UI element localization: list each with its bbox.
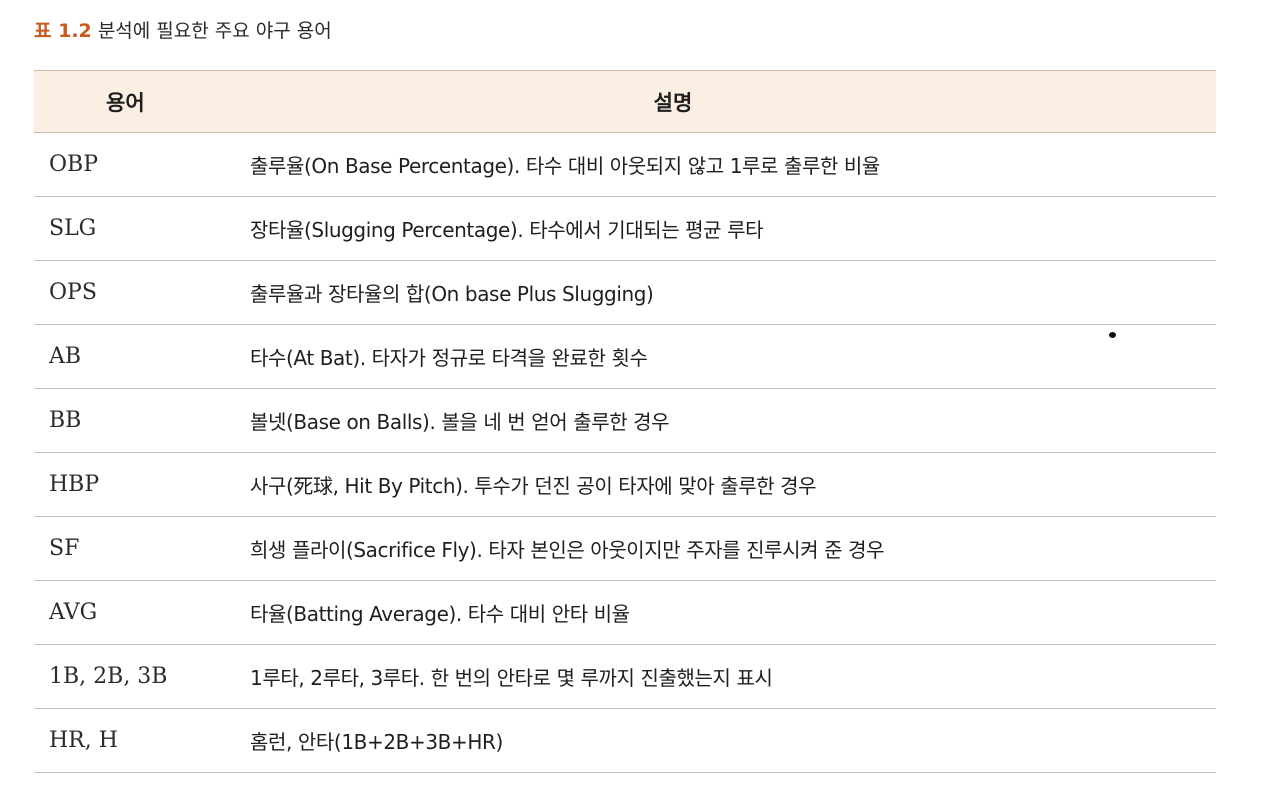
table-body: OBP 출루율(On Base Percentage). 타수 대비 아웃되지 … (34, 132, 1216, 773)
term-cell: BB (34, 388, 250, 453)
baseball-terms-table: 용어 설명 OBP 출루율(On Base Percentage). 타수 대비… (34, 70, 1216, 773)
table-number-label: 표 1.2 (34, 20, 92, 42)
table-row: OPS 출루율과 장타율의 합(On base Plus Slugging) (34, 260, 1216, 325)
description-cell: 장타율(Slugging Percentage). 타수에서 기대되는 평균 루… (250, 196, 1216, 261)
table-caption: 표 1.2 분석에 필요한 주요 야구 용어 (34, 19, 332, 43)
description-cell: 타율(Batting Average). 타수 대비 안타 비율 (250, 580, 1216, 645)
description-cell: 희생 플라이(Sacrifice Fly). 타자 본인은 아웃이지만 주자를 … (250, 516, 1216, 581)
table-row: SF 희생 플라이(Sacrifice Fly). 타자 본인은 아웃이지만 주… (34, 516, 1216, 581)
description-cell: 출루율과 장타율의 합(On base Plus Slugging) (250, 260, 1216, 325)
table-caption-text: 분석에 필요한 주요 야구 용어 (97, 20, 332, 42)
description-cell: 1루타, 2루타, 3루타. 한 번의 안타로 몇 루까지 진출했는지 표시 (250, 644, 1216, 709)
table-row: AB 타수(At Bat). 타자가 정규로 타격을 완료한 횟수 (34, 324, 1216, 389)
table-row: 1B, 2B, 3B 1루타, 2루타, 3루타. 한 번의 안타로 몇 루까지… (34, 644, 1216, 709)
table-row: HR, H 홈런, 안타(1B+2B+3B+HR) (34, 708, 1216, 773)
term-cell: SLG (34, 196, 250, 261)
table-row: OBP 출루율(On Base Percentage). 타수 대비 아웃되지 … (34, 132, 1216, 197)
table-row: AVG 타율(Batting Average). 타수 대비 안타 비율 (34, 580, 1216, 645)
table-header: 용어 설명 (34, 70, 1216, 133)
description-cell: 사구(死球, Hit By Pitch). 투수가 던진 공이 타자에 맞아 출… (250, 452, 1216, 517)
table-row: BB 볼넷(Base on Balls). 볼을 네 번 얻어 출루한 경우 (34, 388, 1216, 453)
description-cell: 출루율(On Base Percentage). 타수 대비 아웃되지 않고 1… (250, 132, 1216, 197)
header-term: 용어 (34, 70, 250, 133)
description-cell: 홈런, 안타(1B+2B+3B+HR) (250, 708, 1216, 773)
term-cell: 1B, 2B, 3B (34, 644, 250, 709)
term-cell: OBP (34, 132, 250, 197)
term-cell: AB (34, 324, 250, 389)
description-cell: 볼넷(Base on Balls). 볼을 네 번 얻어 출루한 경우 (250, 388, 1216, 453)
stray-dot-mark (1109, 332, 1116, 338)
table-row: HBP 사구(死球, Hit By Pitch). 투수가 던진 공이 타자에 … (34, 452, 1216, 517)
terms-table-container: 용어 설명 OBP 출루율(On Base Percentage). 타수 대비… (34, 70, 1216, 773)
term-cell: AVG (34, 580, 250, 645)
header-description: 설명 (250, 70, 1216, 133)
term-cell: OPS (34, 260, 250, 325)
term-cell: SF (34, 516, 250, 581)
term-cell: HR, H (34, 708, 250, 773)
header-row: 용어 설명 (34, 70, 1216, 133)
description-cell: 타수(At Bat). 타자가 정규로 타격을 완료한 횟수 (250, 324, 1216, 389)
table-row: SLG 장타율(Slugging Percentage). 타수에서 기대되는 … (34, 196, 1216, 261)
term-cell: HBP (34, 452, 250, 517)
